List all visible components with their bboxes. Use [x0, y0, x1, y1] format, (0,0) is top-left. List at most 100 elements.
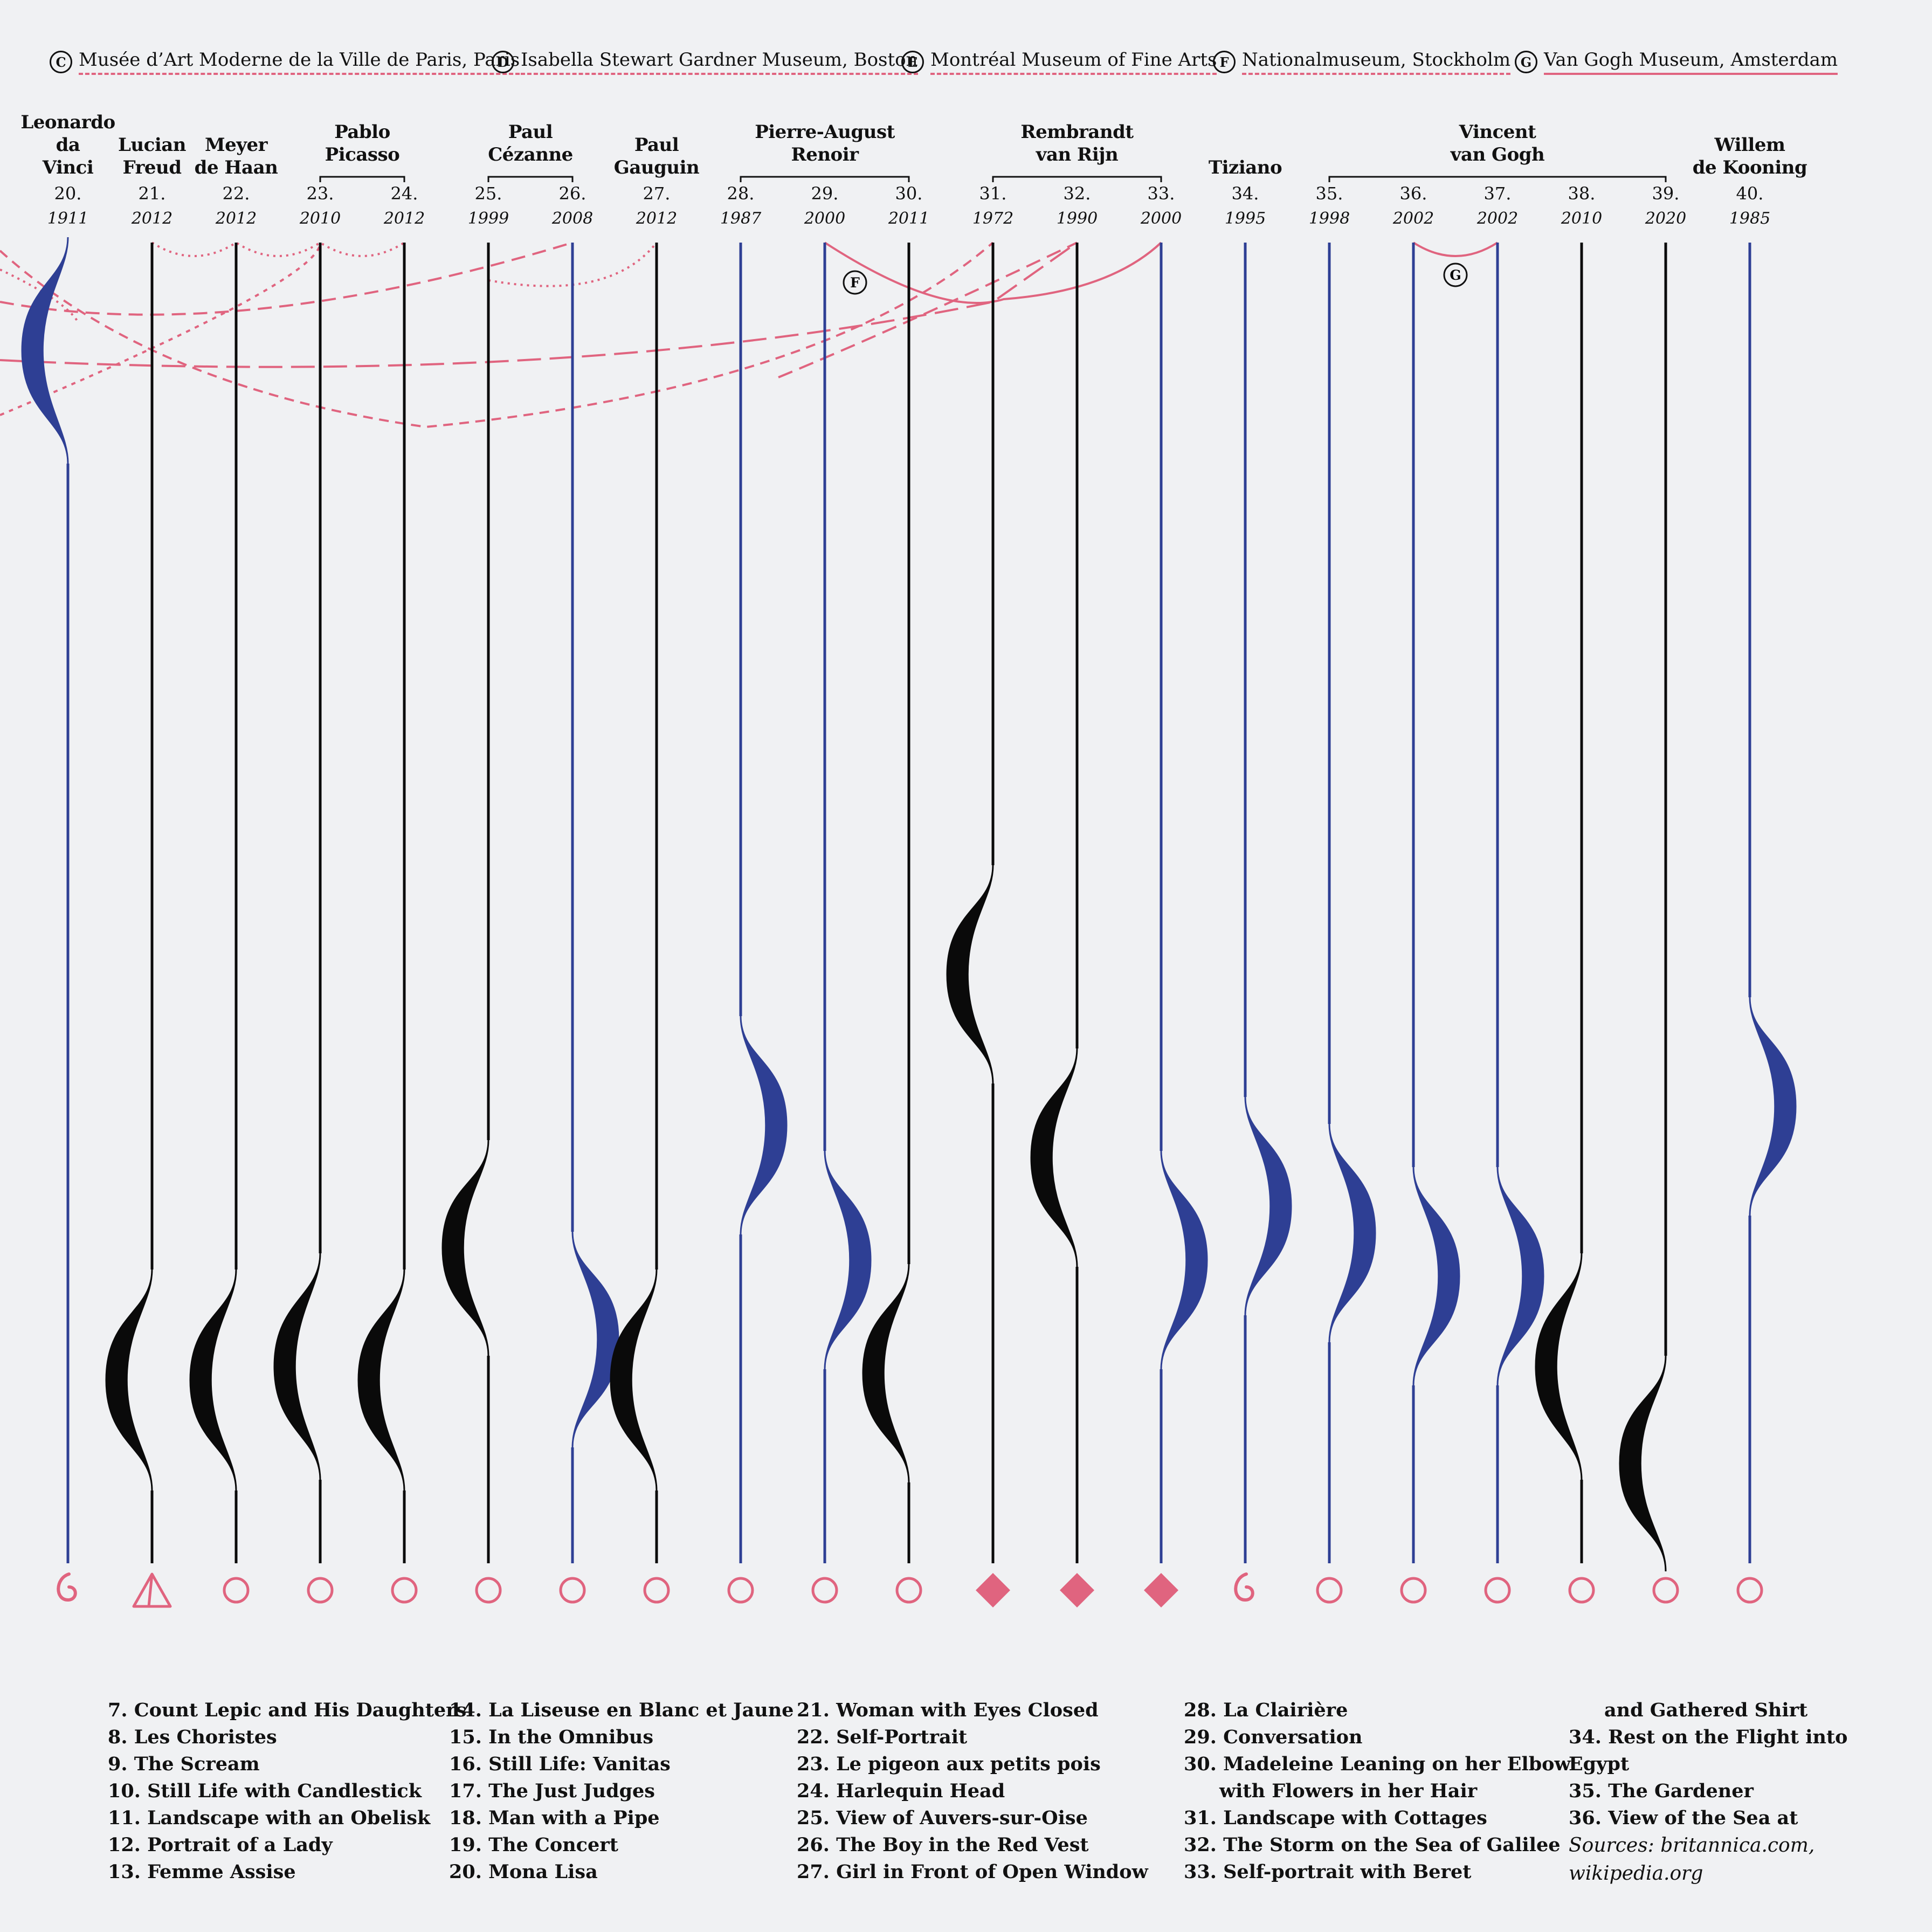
- painting-line-21[interactable]: [105, 243, 172, 1608]
- museum-badge-d: D: [492, 51, 514, 73]
- painting-line-24[interactable]: [357, 243, 418, 1604]
- artist-name-line: Vinci: [42, 157, 94, 178]
- painting-title: 26. The Boy in the Red Vest: [797, 1834, 1089, 1856]
- legend-label-g: Van Gogh Museum, Amsterdam: [1544, 49, 1838, 75]
- painting-line-26[interactable]: [559, 243, 619, 1604]
- legend-item-g[interactable]: G Van Gogh Museum, Amsterdam: [1515, 43, 1838, 81]
- painting-title: 19. The Concert: [449, 1834, 618, 1856]
- museum-badge-g: G: [1515, 51, 1537, 73]
- arc-museum-f: [824, 242, 1162, 304]
- circle-marker-icon: [391, 1577, 418, 1604]
- painting-title: 20. Mona Lisa: [449, 1861, 598, 1883]
- painting-title: 9. The Scream: [108, 1753, 260, 1775]
- museum-badge-letter: G: [1450, 267, 1461, 283]
- arc-museum-c-left: [0, 242, 573, 316]
- painting-year: 2008: [551, 209, 594, 228]
- painting-line-34[interactable]: [1234, 243, 1292, 1602]
- painting-wave: [21, 237, 69, 464]
- painting-number: 26.: [558, 183, 586, 204]
- painting-title: 11. Landscape with an Obelisk: [108, 1807, 431, 1829]
- painting-year: 1990: [1056, 209, 1098, 228]
- painting-line-35[interactable]: [1316, 243, 1376, 1604]
- painting-year: 2000: [804, 209, 846, 228]
- painting-title-continued: and Gathered Shirt: [1604, 1699, 1808, 1721]
- painting-wave: [740, 1016, 788, 1235]
- legend-item-d[interactable]: D Isabella Stewart Gardner Museum, Bosto…: [492, 43, 918, 81]
- painting-number: 39.: [1652, 183, 1680, 204]
- painting-title: 17. The Just Judges: [449, 1780, 656, 1802]
- painting-number: 31.: [979, 183, 1007, 204]
- painting-wave: [946, 865, 994, 1084]
- painting-title: 21. Woman with Eyes Closed: [797, 1699, 1099, 1721]
- sources-line: wikipedia.org: [1569, 1862, 1703, 1885]
- painting-title: 32. The Storm on the Sea of Galilee: [1184, 1834, 1561, 1856]
- artist-name: Lucian Freud: [118, 134, 187, 179]
- arc-museum-d-links: [151, 241, 405, 257]
- artist-name-line: van Gogh: [1450, 144, 1545, 165]
- arc-museum-c-right: [778, 242, 1078, 378]
- painting-number: 36.: [1399, 183, 1427, 204]
- legend-item-f[interactable]: F Nationalmuseum, Stockholm: [1213, 43, 1511, 81]
- legend-item-e[interactable]: E Montréal Museum of Fine Arts: [901, 43, 1217, 81]
- painting-year: 2002: [1476, 209, 1519, 228]
- title-column-4: 28. La Clairière 29. Conversation 30. Ma…: [1184, 1697, 1571, 1886]
- painting-title: 23. Le pigeon aux petits pois: [797, 1753, 1101, 1775]
- painting-title: 10. Still Life with Candlestick: [108, 1780, 422, 1802]
- legend-label-f: Nationalmuseum, Stockholm: [1242, 49, 1511, 75]
- arc-museum-g: [1412, 242, 1499, 257]
- painting-number: 25.: [474, 183, 502, 204]
- painting-line-27[interactable]: [610, 243, 670, 1604]
- painting-line-36[interactable]: [1400, 243, 1460, 1604]
- painting-line-28[interactable]: [727, 243, 788, 1604]
- painting-line-29[interactable]: [811, 243, 872, 1604]
- painting-wave: [273, 1253, 321, 1480]
- painting-year: 1972: [972, 209, 1014, 228]
- painting-line-33[interactable]: [1144, 243, 1208, 1607]
- title-column-3: 21. Woman with Eyes Closed 22. Self-Port…: [797, 1697, 1148, 1886]
- artist-name-line: Freud: [122, 157, 182, 178]
- artist-name-line: Paul: [634, 134, 679, 156]
- circle-marker-icon: [223, 1577, 250, 1604]
- painting-title: 12. Portrait of a Lady: [108, 1834, 333, 1856]
- diamond-marker-icon: [1060, 1573, 1094, 1607]
- circle-marker-icon: [475, 1577, 502, 1604]
- spiral-marker-icon: [1234, 1572, 1254, 1602]
- painting-title: 13. Femme Assise: [108, 1861, 296, 1883]
- painting-line-20[interactable]: [21, 237, 77, 1602]
- artist-name-line: Pierre-August: [755, 121, 895, 143]
- painting-line-30[interactable]: [862, 243, 922, 1604]
- painting-title: 35. The Gardener: [1569, 1780, 1754, 1802]
- painting-title: 29. Conversation: [1184, 1726, 1363, 1748]
- painting-wave: [1749, 997, 1797, 1216]
- artist-name: Paul Cézanne: [488, 121, 573, 166]
- painting-line-40[interactable]: [1736, 243, 1797, 1604]
- artist-name: Pablo Picasso: [325, 121, 400, 166]
- painting-line-38[interactable]: [1535, 243, 1595, 1604]
- painting-line-31[interactable]: [946, 243, 1010, 1607]
- painting-title: 18. Man with a Pipe: [449, 1807, 660, 1829]
- painting-title: 25. View of Auvers-sur-Oise: [797, 1807, 1088, 1829]
- circle-marker-icon: [811, 1577, 838, 1604]
- legend-label-c: Musée d’Art Moderne de la Ville de Paris…: [79, 49, 520, 75]
- painting-year: 1911: [47, 209, 89, 228]
- painting-title-continued: with Flowers in her Hair: [1219, 1780, 1478, 1802]
- painting-line-37[interactable]: [1484, 243, 1544, 1604]
- artist-name-line: de Haan: [194, 157, 278, 178]
- painting-title: 27. Girl in Front of Open Window: [797, 1861, 1148, 1883]
- painting-line-25[interactable]: [441, 243, 502, 1604]
- painting-line-22[interactable]: [189, 243, 250, 1604]
- painting-wave: [1496, 1167, 1544, 1386]
- legend-label-e: Montréal Museum of Fine Arts: [930, 49, 1217, 75]
- artist-name: Tiziano: [1209, 156, 1282, 179]
- painting-line-39[interactable]: [1619, 243, 1679, 1604]
- painting-number: 23.: [306, 183, 334, 204]
- painting-line-32[interactable]: [1030, 243, 1094, 1607]
- painting-number: 29.: [811, 183, 839, 204]
- artist-name: Pierre-August Renoir: [755, 121, 895, 166]
- legend-label-d: Isabella Stewart Gardner Museum, Boston: [521, 49, 918, 75]
- painting-line-23[interactable]: [273, 243, 334, 1604]
- legend-item-c[interactable]: C Musée d’Art Moderne de la Ville de Par…: [50, 43, 520, 81]
- artist-name-line: Pablo: [334, 121, 390, 143]
- museum-badge-g: G: [1443, 263, 1468, 287]
- museum-badge-f: F: [843, 270, 867, 295]
